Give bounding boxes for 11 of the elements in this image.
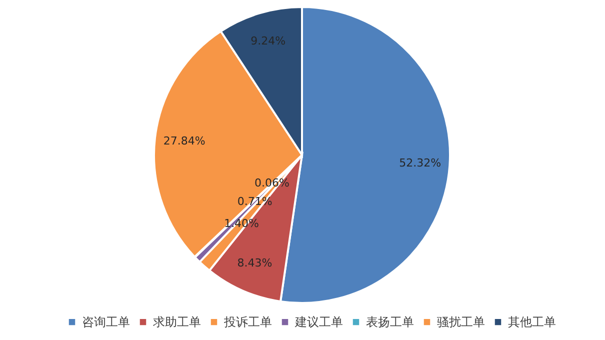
legend-label: 投诉工单: [223, 315, 272, 330]
legend-label: 求助工单: [153, 315, 201, 330]
legend-label: 建议工单: [294, 315, 343, 330]
data-label: 9.24%: [250, 34, 286, 48]
legend-label: 咨询工单: [82, 315, 130, 330]
data-label: 27.84%: [163, 134, 206, 148]
data-label: 52.32%: [399, 156, 442, 170]
legend-label: 表扬工单: [366, 315, 414, 330]
legend-label: 其他工单: [508, 315, 556, 330]
legend-label: 骚扰工单: [437, 315, 485, 330]
data-label: 8.43%: [237, 256, 272, 270]
